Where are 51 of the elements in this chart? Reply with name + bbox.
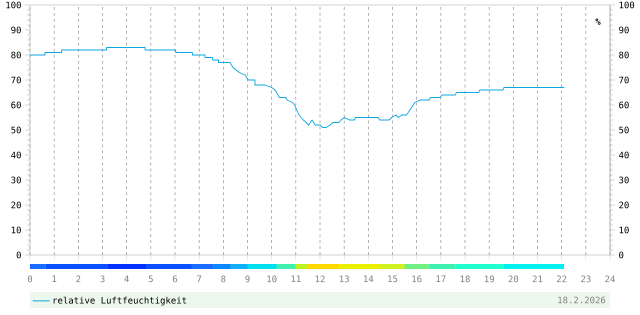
y-tick-label: 40: [11, 152, 21, 158]
y-tick-label: 50: [11, 126, 21, 134]
y2-tick-label: 80: [619, 52, 629, 58]
x-tick-label: 13: [340, 276, 349, 282]
x-tick-label: 22: [556, 276, 566, 282]
y2-tick-label: 70: [619, 76, 629, 84]
x-tick-label: 10: [267, 276, 276, 282]
x-tick-label: 2: [76, 276, 80, 282]
y2-tick-label: 100: [620, 2, 634, 8]
y2-tick-label: 20: [619, 202, 629, 208]
x-tick-label: 14: [364, 276, 374, 282]
x-tick-label: 8: [221, 276, 226, 282]
x-tick-label: 7: [197, 276, 202, 282]
x-tick-label: 17: [436, 276, 446, 282]
x-tick-label: 15: [388, 276, 398, 282]
x-tick-label: 21: [532, 276, 542, 282]
y-tick-label: 30: [11, 176, 21, 184]
x-tick-label: 1: [52, 276, 56, 282]
y2-tick-label: 60: [619, 102, 629, 108]
y2-axis-title: %: [595, 18, 601, 25]
y-tick-label: 80: [11, 52, 21, 58]
x-tick-label: 6: [172, 276, 178, 282]
line-series: [30, 47, 565, 128]
y-tick-label: 60: [11, 102, 21, 108]
y2-tick-label: 50: [619, 126, 629, 134]
x-tick-label: 12: [316, 276, 325, 282]
y-tick-label: 70: [11, 76, 21, 84]
y-tick-label: 0: [16, 252, 21, 258]
legend-label: relative Luftfeuchtigkeit: [54, 296, 186, 306]
y2-tick-label: 10: [620, 226, 629, 234]
x-tick-label: 20: [508, 276, 518, 282]
x-tick-label: 23: [581, 276, 591, 282]
y2-tick-label: 90: [619, 26, 629, 34]
x-tick-label: 24: [605, 276, 615, 282]
x-tick-label: 0: [28, 276, 32, 282]
x-tick-label: 16: [412, 276, 422, 282]
x-tick-label: 18: [460, 276, 470, 282]
y-tick-label: 90: [11, 26, 21, 34]
x-tick-label: 5: [148, 276, 153, 282]
y-tick-label: 10: [12, 226, 21, 234]
x-tick-label: 11: [292, 276, 301, 282]
x-tick-label: 9: [245, 276, 250, 282]
x-tick-label: 19: [484, 276, 494, 282]
x-tick-label: 3: [100, 276, 105, 282]
text: 18.2.2026: [558, 296, 606, 304]
y-tick-label: 20: [11, 202, 21, 208]
y-tick-label: 100: [6, 2, 21, 8]
y2-tick-label: 0: [619, 252, 624, 258]
y2-tick-label: 30: [619, 176, 629, 184]
x-tick-label: 4: [124, 276, 129, 282]
y2-tick-label: 40: [618, 152, 629, 158]
